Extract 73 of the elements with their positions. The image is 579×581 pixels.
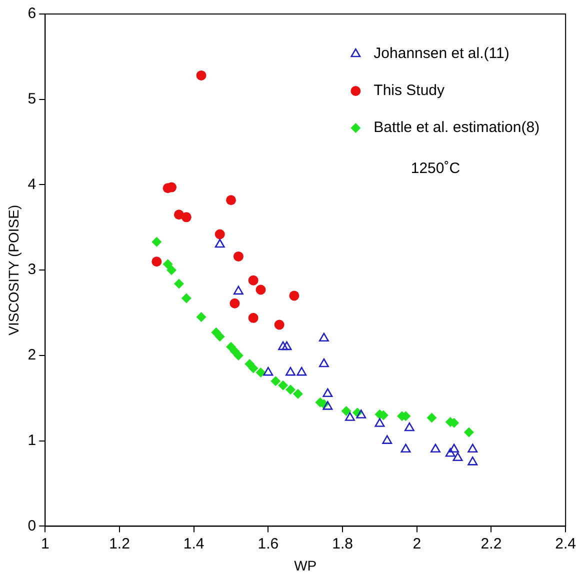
point bbox=[233, 251, 244, 262]
x-tick-label: 1 bbox=[40, 535, 50, 552]
y-tick-label: 0 bbox=[28, 517, 36, 534]
x-tick-label: 2.2 bbox=[480, 535, 502, 552]
point bbox=[356, 410, 366, 418]
point bbox=[468, 444, 478, 453]
point bbox=[404, 422, 414, 432]
point bbox=[430, 444, 440, 453]
point bbox=[181, 293, 192, 304]
y-tick-label: 1 bbox=[28, 432, 36, 449]
point bbox=[445, 448, 456, 457]
point bbox=[452, 452, 463, 462]
point bbox=[214, 332, 225, 342]
legend-label: This Study bbox=[374, 82, 446, 100]
point bbox=[214, 229, 225, 240]
x-axis-title: WP bbox=[294, 557, 317, 574]
point bbox=[344, 412, 355, 421]
point bbox=[341, 406, 352, 416]
point bbox=[152, 236, 162, 247]
point bbox=[162, 259, 173, 270]
y-axis-title: VISCOSITY (POISE) bbox=[5, 204, 22, 336]
y-tick-label: 6 bbox=[28, 5, 36, 22]
point bbox=[248, 363, 258, 374]
point bbox=[214, 238, 225, 248]
point bbox=[233, 350, 244, 360]
point bbox=[286, 366, 296, 376]
point bbox=[322, 401, 333, 410]
point bbox=[282, 341, 292, 350]
point bbox=[256, 368, 266, 378]
y-tick-label: 5 bbox=[28, 90, 36, 108]
point bbox=[270, 376, 281, 386]
point bbox=[382, 435, 392, 444]
point bbox=[181, 212, 192, 222]
x-tick-label: 1.4 bbox=[183, 535, 204, 552]
point bbox=[400, 444, 411, 453]
point bbox=[226, 195, 236, 206]
point bbox=[248, 312, 258, 323]
point bbox=[166, 265, 177, 276]
y-tick-label: 3 bbox=[28, 261, 36, 278]
point bbox=[285, 384, 296, 395]
point bbox=[318, 358, 329, 368]
point bbox=[152, 256, 162, 267]
x-tick-label: 1.6 bbox=[258, 535, 279, 552]
point bbox=[274, 320, 284, 330]
point bbox=[263, 366, 274, 376]
point bbox=[296, 366, 307, 376]
x-tick-label: 2.4 bbox=[555, 535, 576, 552]
point bbox=[322, 388, 333, 398]
y-tick-label: 2 bbox=[28, 346, 36, 364]
point bbox=[292, 388, 303, 399]
point bbox=[278, 341, 288, 350]
point bbox=[233, 286, 244, 295]
point bbox=[256, 284, 266, 295]
point bbox=[248, 275, 258, 286]
point bbox=[289, 290, 300, 301]
point bbox=[196, 312, 206, 322]
point bbox=[196, 70, 206, 80]
legend-label: Johannsen et al.(11) bbox=[374, 45, 510, 62]
point bbox=[468, 456, 478, 466]
point bbox=[230, 298, 240, 308]
x-tick-label: 1.8 bbox=[332, 535, 353, 552]
point bbox=[278, 380, 288, 390]
y-tick-label: 4 bbox=[28, 176, 36, 193]
annotation: 1250˚C bbox=[410, 160, 460, 178]
point bbox=[464, 427, 474, 438]
point bbox=[426, 412, 437, 423]
x-tick-label: 2 bbox=[412, 535, 422, 552]
point bbox=[449, 444, 460, 453]
point bbox=[374, 418, 385, 427]
legend-label: Battle et al. estimation(8) bbox=[374, 119, 540, 136]
point bbox=[174, 278, 184, 289]
point bbox=[318, 332, 329, 342]
x-tick-label: 1.2 bbox=[109, 535, 130, 552]
